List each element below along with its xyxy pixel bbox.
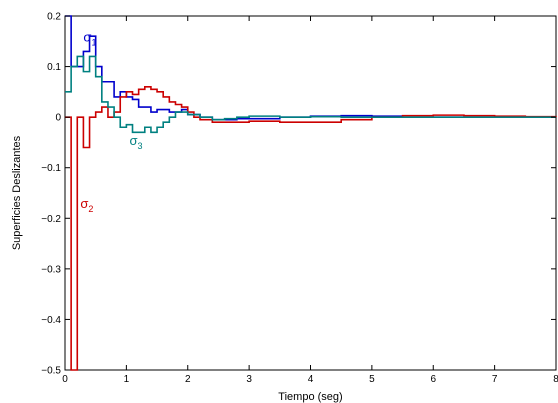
series-line-1 <box>65 15 556 121</box>
x-tick-label: 8 <box>553 374 558 385</box>
x-tick-label: 4 <box>308 374 314 385</box>
x-tick-label: 1 <box>124 374 130 385</box>
y-tick-label: −0.1 <box>41 163 61 174</box>
y-tick-label: 0.2 <box>47 12 61 23</box>
y-tick-label: −0.3 <box>41 264 61 275</box>
y-tick-label: −0.2 <box>41 214 61 225</box>
series-label-1: σ1 <box>83 29 96 47</box>
series-line-3 <box>65 55 556 134</box>
x-tick-label: 7 <box>492 374 498 385</box>
x-tick-label: 5 <box>369 374 375 385</box>
series-label-2: σ2 <box>80 196 93 214</box>
x-tick-label: 0 <box>62 374 68 385</box>
series-line-2 <box>65 86 557 371</box>
plot-frame <box>64 15 557 371</box>
x-tick-label: 2 <box>185 374 191 385</box>
y-tick-label: −0.5 <box>41 366 61 377</box>
ticks-layer: 0 1 2 3 4 5 6 7 8 −0.5 −0.4 −0.3 −0.2 −0.1 0 0.1 0.2 <box>41 12 558 386</box>
y-axis-label: Superficies Deslizantes <box>11 135 23 250</box>
series-layer <box>65 15 557 371</box>
y-tick-label: 0 <box>55 113 61 124</box>
x-axis-label: Tiempo (seg) <box>278 391 342 403</box>
y-tick-label: −0.4 <box>41 315 61 326</box>
y-tick-label: 0.1 <box>47 62 61 73</box>
annotations-layer: σ1 σ2 σ3 <box>80 29 142 214</box>
series-label-3: σ3 <box>129 133 142 151</box>
x-tick-label: 3 <box>246 374 252 385</box>
x-tick-label: 6 <box>430 374 436 385</box>
